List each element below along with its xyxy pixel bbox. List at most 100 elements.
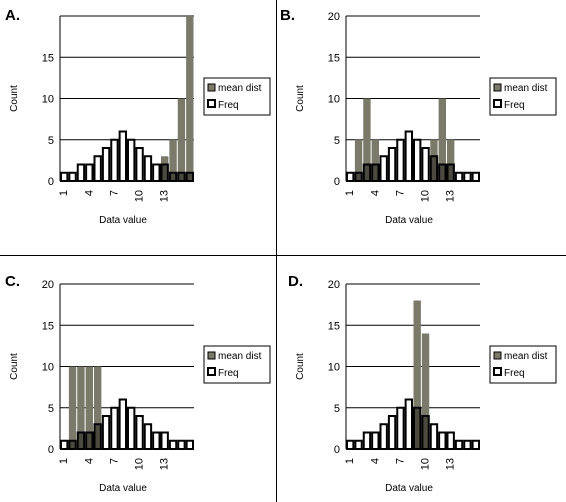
freq-bar — [471, 171, 480, 182]
x-tick-label: 13 — [445, 190, 457, 202]
mean-dist-bar — [438, 98, 446, 181]
freq-bar — [387, 147, 397, 182]
freq-bar — [152, 163, 161, 182]
legend-label: mean dist — [504, 83, 548, 94]
x-tick-label: 1 — [58, 190, 70, 196]
mean-dist-bar — [371, 139, 379, 181]
freq-bar — [68, 439, 77, 450]
x-tick-label: 7 — [108, 190, 120, 196]
freq-bar — [76, 163, 86, 182]
y-axis-title: Count — [9, 353, 20, 380]
x-tick-label: 13 — [159, 458, 171, 470]
freq-bar — [429, 423, 439, 450]
x-tick-label: 4 — [369, 458, 381, 464]
freq-bar — [362, 163, 372, 182]
y-tick-label: 20 — [328, 11, 340, 23]
y-tick-label: 10 — [328, 362, 340, 374]
freq-bar — [168, 439, 178, 450]
x-tick-label: 10 — [134, 190, 146, 202]
freq-bar — [127, 406, 136, 450]
freq-bar — [185, 439, 194, 450]
mean-dist-bar — [447, 139, 455, 181]
mean-dist-bar — [169, 139, 177, 181]
freq-bar — [413, 406, 422, 450]
freq-bar — [421, 415, 430, 450]
x-tick-label: 4 — [83, 190, 95, 196]
freq-bar — [396, 138, 405, 182]
mean-dist-bar — [421, 333, 430, 449]
freq-bar — [404, 130, 413, 182]
legend-swatch-freq — [207, 367, 216, 376]
freq-bar — [362, 431, 372, 450]
freq-bar — [110, 406, 119, 450]
freq-bar — [160, 431, 169, 450]
freq-bar — [127, 138, 136, 182]
x-tick-label: 1 — [344, 458, 356, 464]
x-tick-label: 1 — [344, 190, 356, 196]
freq-bar — [143, 155, 153, 182]
mean-dist-bar — [94, 366, 102, 449]
x-tick-label: 7 — [394, 458, 406, 464]
freq-bar — [429, 155, 439, 182]
y-axis-title: Count — [9, 85, 20, 112]
freq-bar — [93, 155, 102, 182]
mean-dist-bar — [413, 300, 421, 449]
freq-bar — [438, 431, 447, 450]
freq-bar — [135, 147, 144, 182]
freq-bar — [463, 171, 472, 182]
mean-dist-bar — [354, 139, 363, 181]
y-axis-title: Count — [295, 85, 306, 112]
legend-label: Freq — [218, 100, 239, 111]
freq-bar — [118, 130, 127, 182]
legend-swatch-freq — [493, 99, 502, 108]
legend-swatch-mean-dist — [207, 351, 216, 360]
freq-bar — [168, 171, 178, 182]
y-tick-label: 15 — [328, 320, 340, 332]
y-tick-label: 0 — [334, 176, 340, 188]
freq-bar — [60, 171, 69, 182]
y-tick-label: 10 — [42, 362, 54, 374]
freq-bar — [413, 138, 422, 182]
y-tick-label: 5 — [48, 135, 54, 147]
freq-bar — [438, 163, 447, 182]
freq-bar — [68, 171, 77, 182]
x-axis-title: Data value — [99, 215, 147, 226]
legend-label: mean dist — [504, 351, 548, 362]
freq-bar — [346, 439, 355, 450]
freq-bar — [454, 439, 464, 450]
x-tick-label: 10 — [420, 190, 432, 202]
y-tick-label: 0 — [48, 444, 54, 456]
legend-label: Freq — [504, 368, 525, 379]
freq-bar — [463, 439, 472, 450]
panel-label: B. — [280, 7, 295, 24]
x-tick-label: 13 — [445, 458, 457, 470]
freq-bar — [371, 163, 380, 182]
freq-bar — [177, 171, 186, 182]
freq-bar — [118, 398, 127, 450]
y-tick-label: 10 — [42, 94, 54, 106]
legend-swatch-freq — [493, 367, 502, 376]
legend-swatch-freq — [207, 99, 216, 108]
freq-bar — [185, 171, 194, 182]
panel-label: C. — [5, 273, 20, 290]
y-tick-label: 0 — [48, 176, 54, 188]
x-tick-label: 1 — [58, 458, 70, 464]
chart-panel: A. 0 5 10 15 1 4 7 10 13 Data value Count mean dist F… — [5, 7, 271, 226]
legend-swatch-mean-dist — [207, 83, 216, 92]
freq-bar — [387, 415, 397, 450]
freq-bar — [421, 147, 430, 182]
y-tick-label: 15 — [42, 52, 54, 64]
freq-bar — [379, 155, 388, 182]
y-tick-label: 5 — [334, 403, 340, 415]
freq-bar — [446, 163, 455, 182]
legend-swatch-mean-dist — [493, 351, 502, 360]
panel-label: A. — [5, 7, 20, 24]
freq-bar — [76, 431, 86, 450]
x-tick-label: 7 — [108, 458, 120, 464]
freq-bar — [354, 439, 363, 450]
mean-dist-bar — [68, 366, 77, 449]
y-axis-title: Count — [295, 353, 306, 380]
freq-bar — [143, 423, 153, 450]
y-tick-label: 10 — [328, 94, 340, 106]
